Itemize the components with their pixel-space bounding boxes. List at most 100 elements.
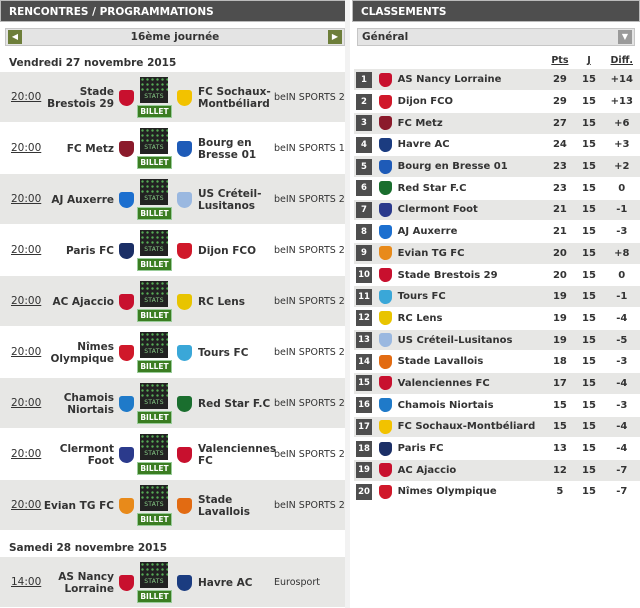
team-crest-icon [378,181,392,196]
billet-button[interactable]: BILLET [137,590,172,603]
points-cell: 18 [545,350,575,374]
diff-cell: +3 [603,134,640,157]
standings-row[interactable]: 2 Dijon FCO 29 15 +13 [354,90,640,113]
standings-row[interactable]: 19 AC Ajaccio 12 15 -7 [354,459,640,482]
billet-button[interactable]: BILLET [137,513,172,526]
match-time-link[interactable]: 20:00 [11,193,42,205]
stats-label: STATS [140,399,168,407]
chevron-right-icon[interactable]: ▶ [328,30,342,44]
rank-badge: 6 [356,180,372,197]
match-row: 20:00 FC Metz STATS BILLET Bourg en Bresse 0… [0,123,350,174]
rank-badge: 20 [356,483,372,500]
chevron-down-icon[interactable]: ▼ [618,30,632,44]
points-cell: 21 [545,199,575,222]
standings-row[interactable]: 4 Havre AC 24 15 +3 [354,134,640,157]
standings-row[interactable]: 13 US Créteil-Lusitanos 19 15 -5 [354,329,640,352]
diff-cell: -7 [603,481,640,504]
played-cell: 15 [574,416,604,439]
home-team-name: Clermont Foot [59,442,114,467]
team-crest-icon [378,268,392,283]
match-time-link[interactable]: 20:00 [11,397,42,409]
rank-cell: 9 [354,242,373,265]
rank-badge: 5 [356,158,372,175]
standings-row[interactable]: 20 Nîmes Olympique 5 15 -7 [354,481,640,504]
stats-button[interactable]: STATS [140,230,168,256]
rank-cell: 14 [354,350,373,374]
broadcast-channel: beIN SPORTS 2 [274,449,345,460]
standings-row[interactable]: 7 Clermont Foot 21 15 -1 [354,199,640,222]
billet-button[interactable]: BILLET [137,462,172,475]
standings-row[interactable]: 8 AJ Auxerre 21 15 -3 [354,220,640,243]
points-cell: 21 [545,220,575,243]
stats-button[interactable]: STATS [140,179,168,205]
broadcast-channel: beIN SPORTS 2 [274,347,345,358]
match-row: 20:00 Chamois Niortais STATS BILLET Red Star… [0,378,350,429]
rank-cell: 20 [354,481,373,504]
stats-button[interactable]: STATS [140,434,168,460]
team-name: Bourg en Bresse 01 [397,155,546,178]
team-name: RC Lens [397,307,546,330]
standings-select[interactable]: Général ▼ [357,28,635,46]
match-time-link[interactable]: 20:00 [11,91,42,103]
pts-header[interactable]: Pts [551,55,569,66]
stats-button[interactable]: STATS [140,281,168,307]
match-row: 20:00 AC Ajaccio STATS BILLET RC Lens beIN SP… [0,276,350,327]
team-crest-icon [378,311,392,326]
standings-row[interactable]: 18 Paris FC 13 15 -4 [354,437,640,460]
standings-row[interactable]: 11 Tours FC 19 15 -1 [354,285,640,309]
billet-button[interactable]: BILLET [137,411,172,424]
standings-row[interactable]: 10 Stade Brestois 29 20 15 0 [354,264,640,287]
standings-row[interactable]: 5 Bourg en Bresse 01 23 15 +2 [354,155,640,178]
billet-button[interactable]: BILLET [137,105,172,118]
stats-button[interactable]: STATS [140,332,168,358]
rank-badge: 18 [356,440,372,457]
crest-cell [372,285,398,309]
rank-badge: 9 [356,245,372,262]
standings-row[interactable]: 14 Stade Lavallois 18 15 -3 [354,350,640,374]
standings-row[interactable]: 12 RC Lens 19 15 -4 [354,307,640,330]
billet-button[interactable]: BILLET [137,258,172,271]
crest-cell [372,307,398,330]
team-name: AJ Auxerre [397,220,546,243]
match-time-link[interactable]: 20:00 [11,244,42,256]
standings-row[interactable]: 17 FC Sochaux-Montbéliard 15 15 -4 [354,416,640,439]
billet-button[interactable]: BILLET [137,207,172,220]
rank-badge: 13 [356,332,372,349]
away-crest-icon [177,498,192,514]
billet-button[interactable]: BILLET [137,156,172,169]
team-name: Stade Lavallois [397,350,546,374]
match-time-link[interactable]: 20:00 [11,142,42,154]
j-header[interactable]: J [587,55,591,66]
billet-button[interactable]: BILLET [137,360,172,373]
match-time-link[interactable]: 20:00 [11,295,42,307]
standings-row[interactable]: 1 AS Nancy Lorraine 29 15 +14 [354,69,640,92]
match-time-link[interactable]: 20:00 [11,499,42,511]
home-crest-icon [119,294,134,310]
rank-cell: 6 [354,177,373,200]
played-cell: 15 [574,437,604,460]
team-name: US Créteil-Lusitanos [397,329,546,352]
away-team-name: Dijon FCO [198,244,257,257]
billet-button[interactable]: BILLET [137,309,172,322]
stats-button[interactable]: STATS [140,383,168,409]
away-crest-icon [177,243,192,259]
diff-cell: -7 [603,459,640,482]
stats-button[interactable]: STATS [140,562,168,588]
match-time-link[interactable]: 14:00 [11,576,42,588]
diff-header[interactable]: Diff. [610,55,633,66]
match-time-link[interactable]: 20:00 [11,346,42,358]
away-team-name: Havre AC [198,576,253,589]
stats-button[interactable]: STATS [140,77,168,103]
standings-row[interactable]: 16 Chamois Niortais 15 15 -3 [354,394,640,417]
standings-row[interactable]: 9 Evian TG FC 20 15 +8 [354,242,640,265]
stats-button[interactable]: STATS [140,485,168,511]
stats-button[interactable]: STATS [140,128,168,154]
standings-row[interactable]: 15 Valenciennes FC 17 15 -4 [354,372,640,395]
points-cell: 29 [545,69,575,92]
chevron-left-icon[interactable]: ◀ [8,30,22,44]
team-crest-icon [378,202,392,217]
away-crest-icon [177,294,192,310]
standings-row[interactable]: 6 Red Star F.C 23 15 0 [354,177,640,200]
match-time-link[interactable]: 20:00 [11,448,42,460]
standings-row[interactable]: 3 FC Metz 27 15 +6 [354,112,640,135]
